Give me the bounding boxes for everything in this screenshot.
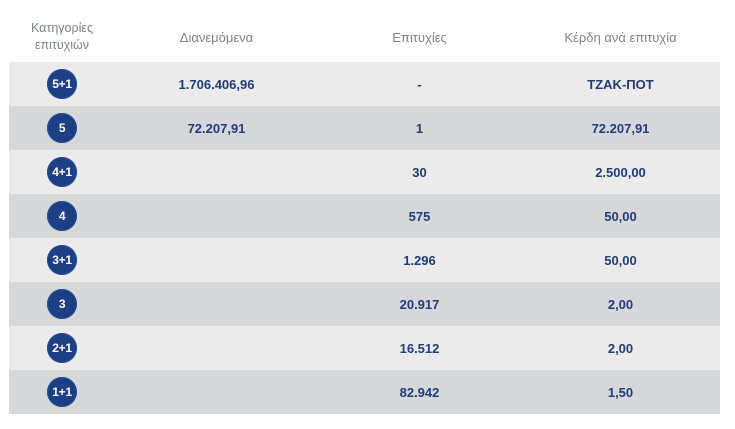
table-row: 4 575 50,00 xyxy=(9,194,720,238)
category-badge: 3+1 xyxy=(47,245,77,275)
prize-value: 50,00 xyxy=(604,208,637,224)
category-badge: 2+1 xyxy=(47,333,77,363)
category-badge: 5 xyxy=(47,113,77,143)
header-categories: Κατηγορίες επιτυχιών xyxy=(31,21,93,52)
distributed-value xyxy=(115,150,318,194)
winners-value: 1 xyxy=(415,120,424,136)
header-distributed: Διανεμόμενα xyxy=(179,29,254,45)
winners-value: 575 xyxy=(408,208,431,224)
prize-value: 2,00 xyxy=(607,340,634,356)
table-row: 3 20.917 2,00 xyxy=(9,282,720,326)
header-prize-per-winner: Κέρδη ανά επιτυχία xyxy=(564,29,677,45)
table-row: 5+1 1.706.406,96 - ΤΖΑΚ-ΠΟΤ xyxy=(9,62,720,106)
table-row: 1+1 82.942 1,50 xyxy=(9,370,720,414)
winners-value: 16.512 xyxy=(399,340,440,356)
table-row: 5 72.207,91 1 72.207,91 xyxy=(9,106,720,150)
winners-value: 1.296 xyxy=(403,252,436,268)
prize-value: 2.500,00 xyxy=(595,164,646,180)
distributed-value: 1.706.406,96 xyxy=(178,76,255,92)
distributed-value xyxy=(115,282,318,326)
prize-value: ΤΖΑΚ-ΠΟΤ xyxy=(587,76,654,92)
category-badge: 3 xyxy=(47,289,77,319)
distributed-value xyxy=(115,326,318,370)
distributed-value xyxy=(115,238,318,282)
distributed-value xyxy=(115,194,318,238)
distributed-value xyxy=(115,370,318,414)
winners-value: 82.942 xyxy=(399,384,440,400)
table-row: 4+1 30 2.500,00 xyxy=(9,150,720,194)
header-winners: Επιτυχίες xyxy=(392,29,447,45)
distributed-value: 72.207,91 xyxy=(187,120,246,136)
category-badge: 1+1 xyxy=(47,377,77,407)
winners-value: 30 xyxy=(412,164,427,180)
category-badge: 4+1 xyxy=(47,157,77,187)
table-row: 3+1 1.296 50,00 xyxy=(9,238,720,282)
prize-value: 1,50 xyxy=(607,384,634,400)
prize-value: 50,00 xyxy=(604,252,637,268)
prize-value: 72.207,91 xyxy=(591,120,650,136)
winners-value: - xyxy=(417,76,422,92)
winners-value: 20.917 xyxy=(399,296,440,312)
category-badge: 5+1 xyxy=(47,69,77,99)
prize-value: 2,00 xyxy=(607,296,634,312)
table-header: Κατηγορίες επιτυχιών Διανεμόμενα Επιτυχί… xyxy=(9,12,720,62)
category-badge: 4 xyxy=(47,201,77,231)
results-table: Κατηγορίες επιτυχιών Διανεμόμενα Επιτυχί… xyxy=(9,12,720,414)
table-row: 2+1 16.512 2,00 xyxy=(9,326,720,370)
